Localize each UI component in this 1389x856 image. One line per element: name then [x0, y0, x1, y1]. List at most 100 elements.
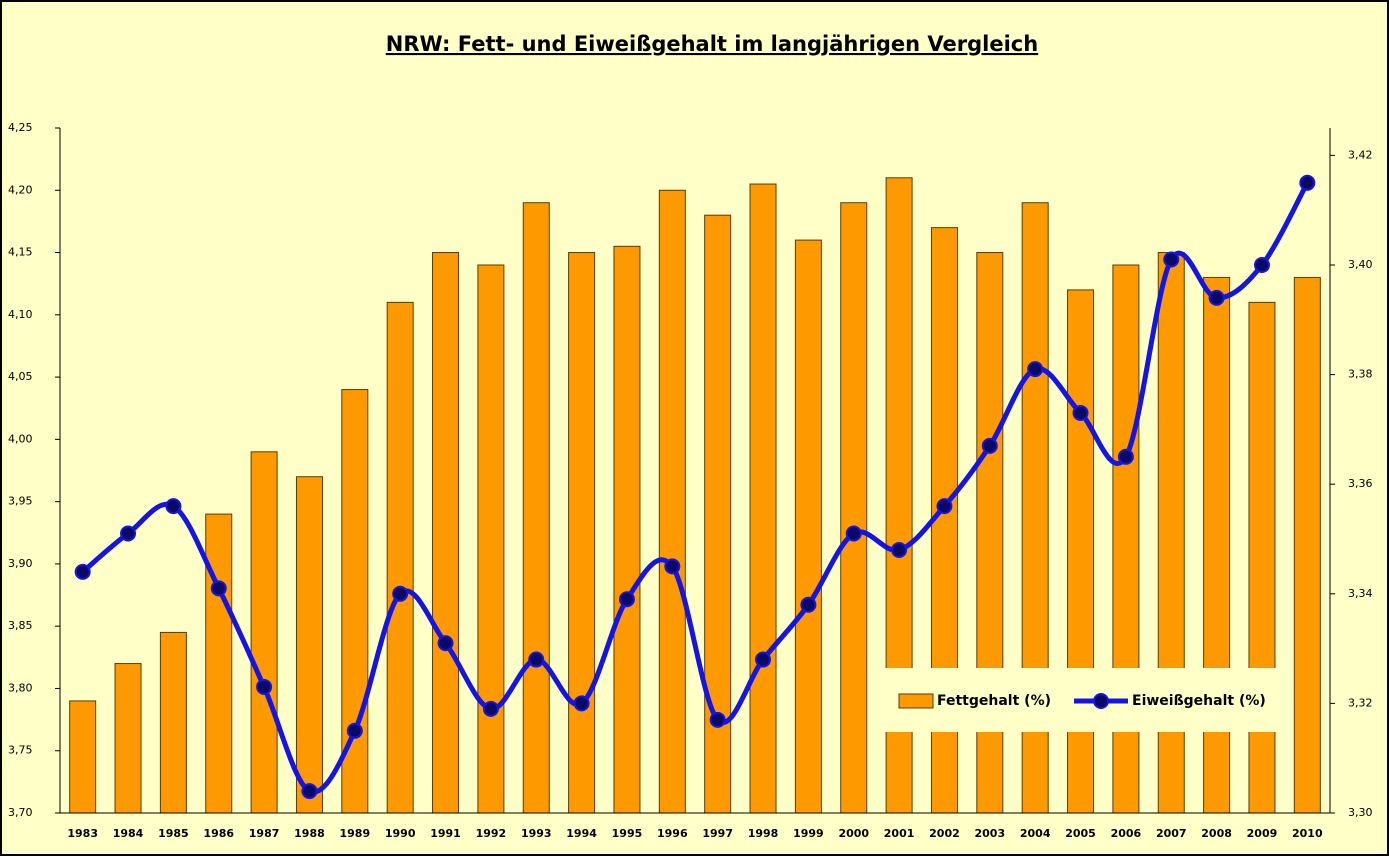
bar	[1248, 301, 1276, 814]
bar	[658, 189, 686, 814]
y2-tick-label: 3,32	[1348, 696, 1373, 709]
marker	[664, 558, 681, 575]
x-tick-label: 2002	[929, 827, 960, 840]
x-tick-label: 1989	[340, 827, 371, 840]
y-tick-label: 3,90	[8, 557, 33, 570]
bar	[69, 700, 97, 814]
x-tick-label: 1998	[748, 827, 779, 840]
x-tick-label: 2000	[838, 827, 869, 840]
x-tick-label: 2001	[884, 827, 915, 840]
bar	[114, 663, 142, 814]
x-tick-label: 2009	[1247, 827, 1278, 840]
y2-tick-label: 3,40	[1348, 258, 1373, 271]
bar	[159, 631, 187, 814]
bar	[840, 202, 868, 814]
marker	[528, 651, 545, 668]
bar	[749, 183, 777, 814]
y2-tick-label: 3,34	[1348, 587, 1373, 600]
legend-label: Fettgehalt (%)	[937, 693, 1051, 709]
y-tick-label: 4,25	[8, 121, 33, 134]
y-tick-label: 3,95	[8, 495, 33, 508]
bar	[1067, 289, 1095, 814]
marker	[1163, 251, 1180, 268]
y-tick-label: 4,05	[8, 370, 33, 383]
x-tick-label: 1984	[113, 827, 144, 840]
y2-tick-label: 3,36	[1348, 477, 1373, 490]
x-tick-label: 1997	[702, 827, 733, 840]
x-tick-label: 2007	[1156, 827, 1187, 840]
y2-tick-label: 3,30	[1348, 806, 1373, 819]
bar	[295, 476, 323, 814]
x-tick-label: 2004	[1020, 827, 1051, 840]
y2-tick-label: 3,38	[1348, 368, 1373, 381]
x-tick-label: 1994	[566, 827, 597, 840]
bar	[205, 513, 233, 814]
x-tick-label: 1985	[158, 827, 189, 840]
x-tick-label: 1996	[657, 827, 688, 840]
y-tick-label: 4,20	[8, 183, 33, 196]
x-tick-label: 1991	[430, 827, 461, 840]
y-tick-label: 3,70	[8, 806, 33, 819]
bar	[1293, 276, 1321, 814]
chart-title: NRW: Fett- und Eiweißgehalt im langjähri…	[386, 32, 1038, 56]
x-tick-label: 1999	[793, 827, 824, 840]
bar	[250, 451, 278, 814]
marker	[618, 591, 635, 608]
y-tick-label: 4,10	[8, 308, 33, 321]
marker	[210, 580, 227, 597]
x-tick-label: 2005	[1065, 827, 1096, 840]
y-tick-label: 4,15	[8, 246, 33, 259]
marker	[891, 541, 908, 558]
bar	[794, 239, 822, 814]
marker	[256, 678, 273, 695]
y2-tick-label: 3,42	[1348, 148, 1373, 161]
line	[81, 181, 1310, 795]
bar	[568, 252, 596, 814]
marker	[800, 596, 817, 613]
marker	[755, 651, 772, 668]
bar	[341, 389, 369, 814]
marker	[120, 525, 137, 542]
legend-label: Eiweißgehalt (%)	[1132, 693, 1266, 709]
x-tick-label: 1987	[249, 827, 280, 840]
marker	[346, 722, 363, 739]
bar	[477, 264, 505, 814]
x-tick-label: 1990	[385, 827, 416, 840]
marker	[709, 711, 726, 728]
marker	[74, 563, 91, 580]
marker	[1299, 174, 1316, 191]
marker	[1208, 289, 1225, 306]
x-tick-label: 2006	[1111, 827, 1142, 840]
x-tick-label: 1993	[521, 827, 552, 840]
bar	[1203, 276, 1231, 814]
x-tick-label: 2003	[975, 827, 1006, 840]
marker	[1253, 257, 1270, 273]
marker	[482, 700, 499, 717]
x-tick-label: 1983	[67, 827, 98, 840]
x-tick-label: 2008	[1201, 827, 1232, 840]
y-tick-label: 3,80	[8, 681, 33, 694]
x-tick-label: 1995	[612, 827, 643, 840]
marker	[301, 783, 318, 800]
y-tick-label: 3,85	[8, 619, 33, 632]
marker	[936, 498, 953, 515]
y-tick-label: 4,00	[8, 432, 33, 445]
marker	[573, 695, 590, 712]
legend-swatch	[898, 693, 934, 709]
marker	[165, 498, 182, 515]
legend-marker	[1093, 693, 1109, 709]
bar	[386, 301, 414, 814]
bar	[522, 202, 550, 814]
x-tick-label: 1988	[294, 827, 325, 840]
bar	[613, 245, 641, 814]
x-tick-label: 1986	[203, 827, 234, 840]
y-tick-label: 3,75	[8, 744, 33, 757]
x-tick-label: 2010	[1292, 827, 1323, 840]
marker	[845, 525, 862, 542]
marker	[981, 437, 998, 454]
marker	[1117, 448, 1134, 465]
marker	[392, 585, 409, 602]
x-tick-label: 1992	[476, 827, 507, 840]
marker	[1072, 404, 1089, 421]
